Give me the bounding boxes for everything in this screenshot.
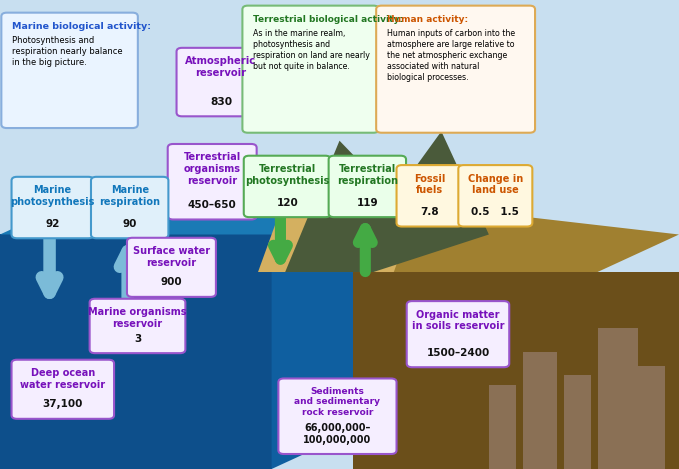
FancyBboxPatch shape <box>278 378 397 454</box>
Text: Atmospheric
reservoir: Atmospheric reservoir <box>185 56 257 78</box>
Text: 120: 120 <box>276 198 298 208</box>
Polygon shape <box>353 272 679 469</box>
Polygon shape <box>272 197 679 272</box>
Text: 3: 3 <box>134 334 141 344</box>
Text: 37,100: 37,100 <box>43 400 83 409</box>
Bar <box>523 352 557 469</box>
FancyBboxPatch shape <box>407 301 509 367</box>
FancyBboxPatch shape <box>1 13 138 128</box>
FancyBboxPatch shape <box>168 144 257 219</box>
Text: Photosynthesis and
respiration nearly balance
in the big picture.: Photosynthesis and respiration nearly ba… <box>12 36 123 68</box>
Text: Organic matter
in soils reservoir: Organic matter in soils reservoir <box>411 310 504 331</box>
Polygon shape <box>0 197 353 234</box>
Text: Surface water
reservoir: Surface water reservoir <box>133 246 210 268</box>
Polygon shape <box>272 197 353 469</box>
Polygon shape <box>258 197 421 272</box>
Bar <box>564 375 591 469</box>
Polygon shape <box>285 131 489 272</box>
FancyBboxPatch shape <box>12 360 114 419</box>
Text: 450–650: 450–650 <box>188 200 236 210</box>
FancyBboxPatch shape <box>242 6 379 133</box>
Text: 119: 119 <box>356 198 378 208</box>
Text: Marine
photosynthesis: Marine photosynthesis <box>10 185 95 207</box>
Text: Marine
respiration: Marine respiration <box>99 185 160 207</box>
Text: Terrestrial
organisms
reservoir: Terrestrial organisms reservoir <box>183 152 241 186</box>
Text: Deep ocean
water reservoir: Deep ocean water reservoir <box>20 368 105 390</box>
Text: 900: 900 <box>161 278 182 287</box>
Bar <box>598 328 638 469</box>
Text: Change in
land use: Change in land use <box>468 174 523 195</box>
Text: Sediments
and sedimentary
rock reservoir: Sediments and sedimentary rock reservoir <box>295 387 380 417</box>
FancyBboxPatch shape <box>376 6 535 133</box>
Text: 1500–2400: 1500–2400 <box>426 348 490 358</box>
Bar <box>489 385 516 469</box>
FancyBboxPatch shape <box>177 48 265 116</box>
Text: 7.8: 7.8 <box>420 207 439 217</box>
Text: 90: 90 <box>122 219 137 229</box>
Text: As in the marine realm,
photosynthesis and
respiration on land are nearly
but no: As in the marine realm, photosynthesis a… <box>253 29 370 71</box>
FancyBboxPatch shape <box>458 165 532 227</box>
Text: 0.5   1.5: 0.5 1.5 <box>471 207 519 217</box>
Text: Marine organisms
reservoir: Marine organisms reservoir <box>88 307 187 329</box>
FancyBboxPatch shape <box>397 165 463 227</box>
Text: Fossil
fuels: Fossil fuels <box>414 174 445 195</box>
FancyBboxPatch shape <box>90 299 185 353</box>
Polygon shape <box>0 234 272 469</box>
Text: 92: 92 <box>45 219 60 229</box>
Text: Terrestrial biological activity:: Terrestrial biological activity: <box>253 15 403 24</box>
Text: 66,000,000–
100,000,000: 66,000,000– 100,000,000 <box>304 423 371 445</box>
Text: Marine biological activity:: Marine biological activity: <box>12 22 151 31</box>
Text: Human inputs of carbon into the
atmosphere are large relative to
the net atmosph: Human inputs of carbon into the atmosphe… <box>387 29 515 83</box>
FancyBboxPatch shape <box>244 156 331 217</box>
FancyBboxPatch shape <box>91 177 168 238</box>
Text: Terrestrial
respiration: Terrestrial respiration <box>337 164 398 186</box>
FancyBboxPatch shape <box>127 238 216 297</box>
Text: 830: 830 <box>210 97 232 107</box>
Bar <box>638 366 665 469</box>
Text: Terrestrial
photosynthesis: Terrestrial photosynthesis <box>245 164 329 186</box>
FancyBboxPatch shape <box>329 156 406 217</box>
FancyBboxPatch shape <box>12 177 94 238</box>
Text: Human activity:: Human activity: <box>387 15 468 24</box>
